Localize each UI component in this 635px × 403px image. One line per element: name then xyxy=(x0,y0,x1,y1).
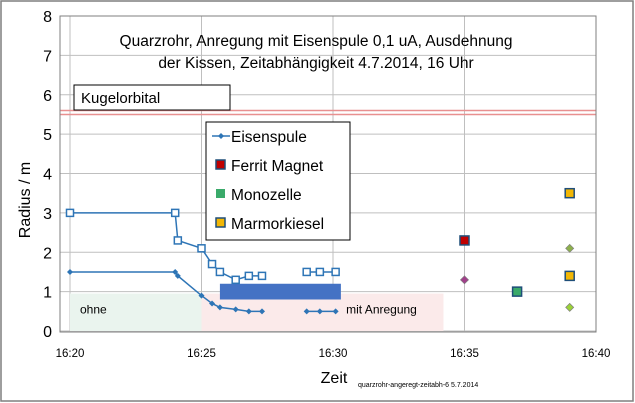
data-point xyxy=(232,306,239,313)
data-point xyxy=(257,271,267,281)
data-point xyxy=(511,286,523,297)
reference-label-box: Kugelorbital xyxy=(73,84,231,111)
legend-label-marmorkiesel: Marmorkiesel xyxy=(231,216,324,233)
regions: ohne mit Anregung xyxy=(70,293,444,331)
chart-title-line-2: der Kissen, Zeitabhängigkeit 4.7.2014, 1… xyxy=(158,55,473,72)
data-point xyxy=(302,267,311,277)
legend-marker-ferrit-magnet xyxy=(215,159,226,170)
data-point xyxy=(209,300,216,307)
x-axis-label: Zeit xyxy=(321,370,348,387)
legend-item-eisenspule: Eisenspule xyxy=(212,129,307,146)
x-tick-label: 16:40 xyxy=(582,348,611,360)
data-point xyxy=(207,259,217,269)
y-tick-label: 1 xyxy=(43,285,52,302)
y-tick-label: 3 xyxy=(43,206,52,223)
data-point xyxy=(245,308,252,315)
data-point xyxy=(303,308,310,315)
series-layer xyxy=(65,187,575,315)
y-tick-label: 2 xyxy=(43,245,52,262)
legend-marker-eisenspule xyxy=(218,133,224,139)
data-point xyxy=(173,236,183,245)
legend-label-ferrit-magnet: Ferrit Magnet xyxy=(231,158,324,175)
data-point xyxy=(197,244,206,253)
series-0 xyxy=(67,268,339,315)
data-point xyxy=(564,270,575,282)
y-tick-labels: 0 1 2 3 4 5 6 7 8 xyxy=(43,9,52,341)
region-1 xyxy=(201,293,444,331)
legend-label-eisenspule: Eisenspule xyxy=(231,129,307,146)
data-point xyxy=(332,308,339,315)
highlight-bar xyxy=(219,283,341,300)
data-point xyxy=(172,268,179,275)
x-tick-labels: 16:20 16:25 16:30 16:35 16:40 xyxy=(56,348,611,360)
data-point xyxy=(244,271,254,281)
series-4 xyxy=(564,187,575,312)
data-point xyxy=(215,267,225,277)
y-tick-label: 0 xyxy=(43,324,52,341)
data-point xyxy=(564,187,575,199)
y-tick-label: 8 xyxy=(43,9,52,26)
x-tick-label: 16:20 xyxy=(56,348,85,360)
data-point xyxy=(316,308,323,315)
data-point xyxy=(216,304,223,311)
legend-item-monozelle: Monozelle xyxy=(216,187,302,204)
region-label: mit Anregung xyxy=(346,302,417,316)
x-tick-label: 16:35 xyxy=(450,348,479,360)
region-0 xyxy=(70,293,202,331)
x-tick-label: 16:30 xyxy=(319,348,348,360)
legend-marker-monozelle xyxy=(216,189,225,198)
x-tick-label: 16:25 xyxy=(187,348,216,360)
data-point xyxy=(67,268,73,275)
data-point xyxy=(315,267,325,277)
data-point xyxy=(565,243,575,253)
data-point xyxy=(170,208,180,218)
series-2 xyxy=(459,235,470,285)
chart-title-line-1: Quarzrohr, Anregung mit Eisenspule 0,1 u… xyxy=(120,33,513,50)
data-point xyxy=(331,267,340,277)
y-axis-label: Radius / m xyxy=(17,162,34,238)
legend-label-monozelle: Monozelle xyxy=(231,187,302,204)
series-1 xyxy=(65,208,340,285)
data-point xyxy=(174,272,181,279)
y-tick-label: 5 xyxy=(43,127,52,144)
y-tick-label: 7 xyxy=(43,48,52,65)
data-point xyxy=(258,308,265,315)
footnote: quarzrohr-angeregt-zeitabh-6 5.7.2014 xyxy=(358,382,478,389)
series-3 xyxy=(511,286,523,297)
data-point xyxy=(198,292,205,299)
data-point xyxy=(231,275,240,285)
data-point xyxy=(460,275,469,285)
legend-marker-marmorkiesel xyxy=(215,217,226,228)
legend-item-marmorkiesel: Marmorkiesel xyxy=(215,216,324,233)
y-tick-label: 4 xyxy=(43,167,52,184)
region-label: ohne xyxy=(80,302,107,316)
highlight-bar-rect xyxy=(219,283,341,300)
legend-box xyxy=(205,121,351,241)
data-point xyxy=(459,235,470,246)
data-point xyxy=(65,208,75,218)
y-tick-label: 6 xyxy=(43,88,52,105)
plot-frame xyxy=(59,15,597,333)
data-point xyxy=(565,302,575,312)
legend-item-ferrit-magnet: Ferrit Magnet xyxy=(215,158,324,175)
legend: Eisenspule Ferrit Magnet Monozelle Marmo… xyxy=(205,121,351,241)
reference-label: Kugelorbital xyxy=(81,90,160,107)
